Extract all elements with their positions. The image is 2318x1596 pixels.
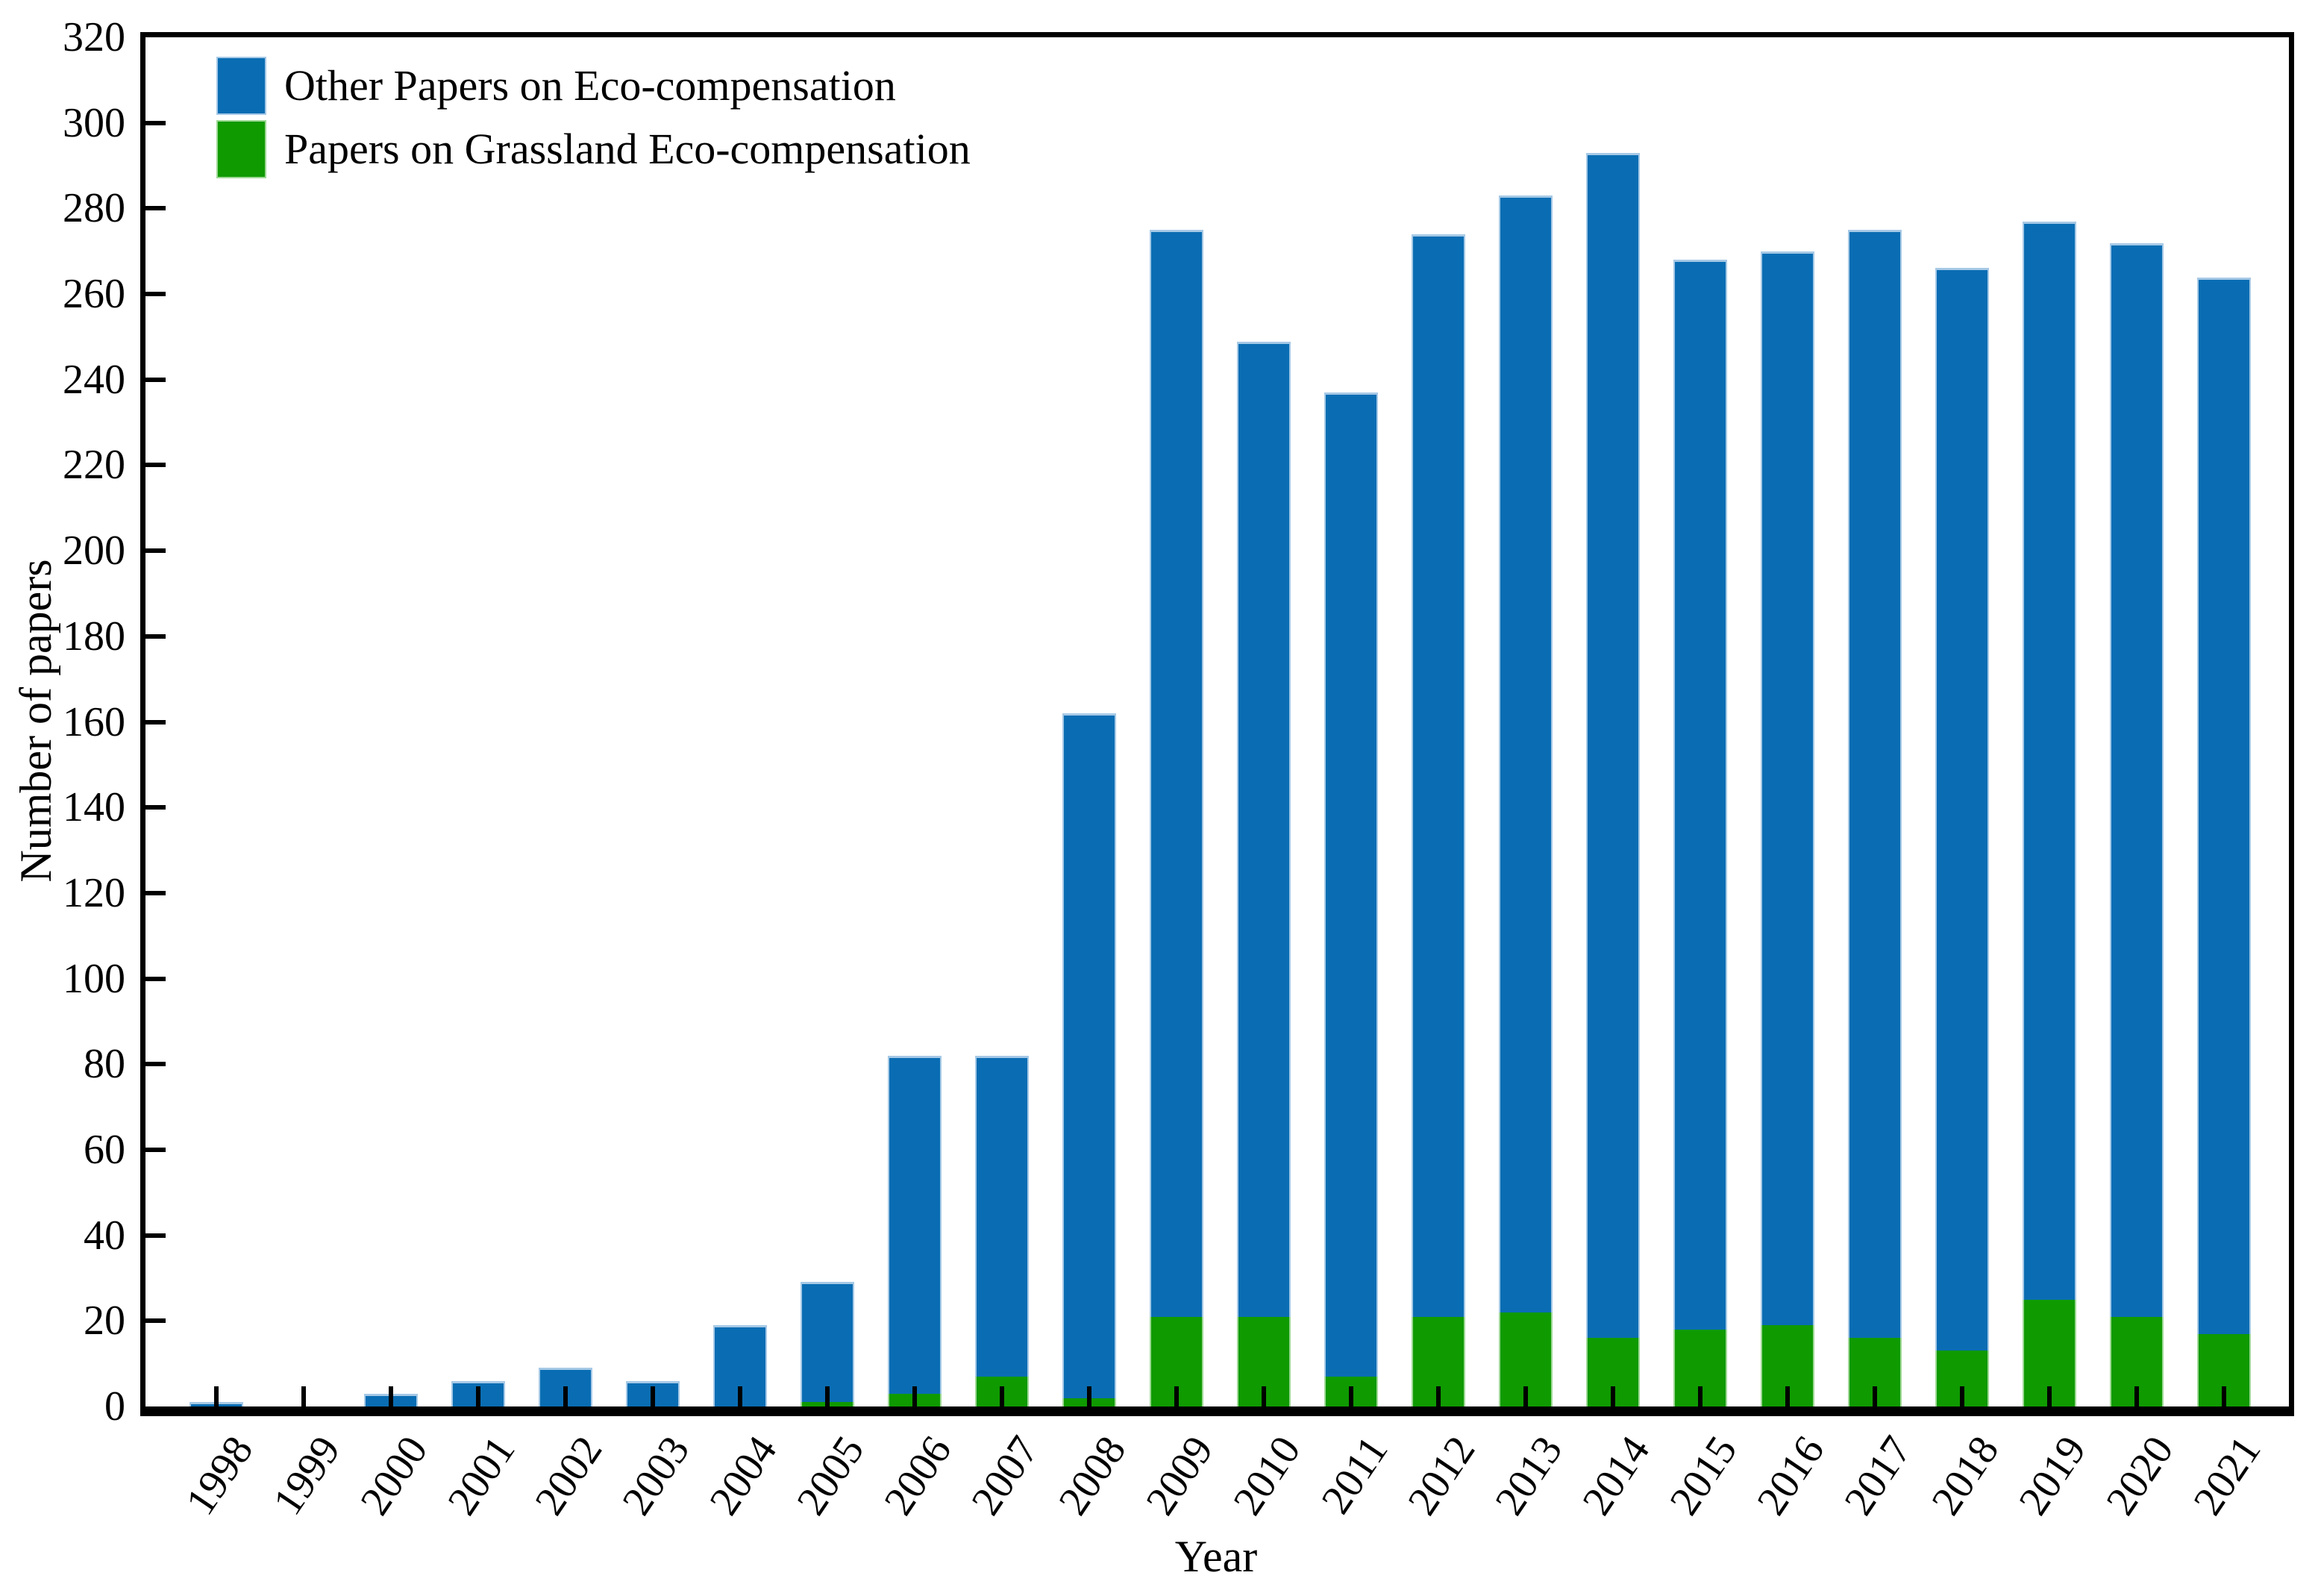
y-tick-160 (145, 719, 166, 725)
bar-2020-other (2110, 243, 2164, 1317)
y-tick-label-300: 300 (63, 99, 125, 146)
y-tick-label-200: 200 (63, 528, 125, 575)
y-tick-label-80: 80 (84, 1041, 125, 1088)
y-tick-label-240: 240 (63, 356, 125, 403)
y-tick-label-0: 0 (104, 1383, 125, 1430)
x-tick-2007 (1000, 1386, 1004, 1406)
legend: Other Papers on Eco-compensation Papers … (216, 57, 971, 178)
bar-2015-other (1673, 260, 1727, 1330)
x-tick-2012 (1436, 1386, 1441, 1406)
x-tick-1998 (214, 1386, 219, 1406)
y-tick-label-280: 280 (63, 185, 125, 232)
bar-2013-other (1499, 195, 1553, 1312)
y-tick-label-140: 140 (63, 784, 125, 831)
x-tick-2019 (2047, 1386, 2052, 1406)
x-tick-2004 (738, 1386, 742, 1406)
y-tick-240 (145, 377, 166, 382)
x-tick-2021 (2222, 1386, 2226, 1406)
y-tick-label-40: 40 (84, 1212, 125, 1259)
y-tick-200 (145, 548, 166, 554)
x-tick-2018 (1960, 1386, 1964, 1406)
y-tick-label-20: 20 (84, 1298, 125, 1345)
x-tick-2011 (1349, 1386, 1353, 1406)
x-tick-2016 (1785, 1386, 1790, 1406)
plot-area: Other Papers on Eco-compensation Papers … (140, 32, 2294, 1416)
x-tick-2015 (1698, 1386, 1703, 1406)
y-tick-label-120: 120 (63, 869, 125, 916)
y-tick-20 (145, 1318, 166, 1324)
x-tick-1999 (301, 1386, 306, 1406)
x-tick-2009 (1174, 1386, 1179, 1406)
bar-2018-other (1935, 268, 1989, 1351)
y-tick-label-160: 160 (63, 698, 125, 745)
bar-2012-other (1412, 234, 1465, 1317)
y-tick-label-320: 320 (63, 14, 125, 60)
y-tick-label-260: 260 (63, 271, 125, 318)
y-tick-140 (145, 805, 166, 810)
legend-item-grassland: Papers on Grassland Eco-compensation (216, 120, 971, 178)
x-tick-2008 (1087, 1386, 1091, 1406)
x-tick-2013 (1523, 1386, 1528, 1406)
y-tick-label-100: 100 (63, 955, 125, 1002)
y-tick-40 (145, 1233, 166, 1238)
y-tick-60 (145, 1147, 166, 1152)
y-tick-100 (145, 976, 166, 981)
y-tick-220 (145, 463, 166, 468)
bar-2005-other (801, 1282, 854, 1402)
y-tick-label-60: 60 (84, 1126, 125, 1173)
y-tick-label-220: 220 (63, 442, 125, 489)
x-tick-2017 (1873, 1386, 1877, 1406)
x-tick-2002 (563, 1386, 568, 1406)
y-tick-280 (145, 206, 166, 211)
x-tick-2010 (1262, 1386, 1266, 1406)
bar-2016-other (1761, 251, 1814, 1325)
legend-label-other: Other Papers on Eco-compensation (284, 61, 896, 110)
x-tick-2001 (476, 1386, 480, 1406)
bar-2009-other (1150, 230, 1203, 1317)
y-tick-label-180: 180 (63, 613, 125, 660)
legend-item-other: Other Papers on Eco-compensation (216, 57, 971, 115)
x-axis-title: Year (1174, 1532, 1258, 1581)
legend-label-grassland: Papers on Grassland Eco-compensation (284, 125, 971, 173)
y-tick-80 (145, 1062, 166, 1067)
bar-2021-other (2197, 278, 2251, 1334)
y-tick-260 (145, 292, 166, 297)
bar-2014-other (1586, 153, 1640, 1338)
y-tick-180 (145, 633, 166, 639)
x-tick-2003 (651, 1386, 655, 1406)
legend-swatch-grassland-icon (216, 120, 266, 178)
bar-2017-other (1848, 230, 1902, 1338)
x-tick-2006 (912, 1386, 917, 1406)
bar-2008-other (1062, 713, 1116, 1398)
bar-2010-other (1237, 342, 1291, 1317)
x-tick-2000 (389, 1386, 393, 1406)
y-tick-300 (145, 120, 166, 125)
bar-2007-other (975, 1056, 1029, 1377)
bar-2019-other (2023, 222, 2076, 1300)
bar-2006-other (888, 1056, 942, 1394)
x-tick-2014 (1611, 1386, 1615, 1406)
x-tick-2005 (825, 1386, 830, 1406)
bar-2011-other (1324, 392, 1378, 1377)
y-tick-120 (145, 890, 166, 895)
x-tick-2020 (2134, 1386, 2139, 1406)
legend-swatch-other-icon (216, 57, 266, 115)
